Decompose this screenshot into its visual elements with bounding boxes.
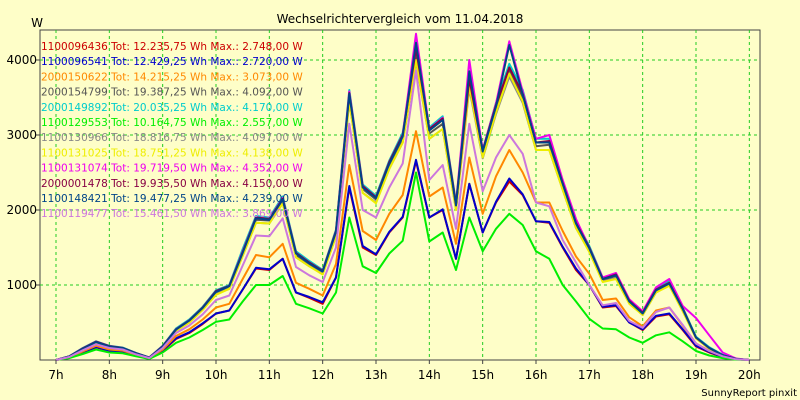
- x-tick-label: 7h: [48, 368, 63, 382]
- plot-area: [39, 29, 761, 361]
- x-tick-label: 8h: [102, 368, 117, 382]
- grid-lines: [40, 30, 760, 360]
- series-line-2000150622: [55, 130, 750, 361]
- legend-item-2000001478: 2000001478 Tot: 19.935,50 Wh Max.: 4.150…: [41, 178, 303, 190]
- x-tick-label: 10h: [205, 368, 228, 382]
- y-tick-label: 2000: [6, 203, 37, 217]
- legend-item-1100129553: 1100129553 Tot: 10.164,75 Wh Max.: 2.557…: [41, 117, 303, 129]
- legend-item-1100131074: 1100131074 Tot: 19.719,50 Wh Max.: 4.352…: [41, 163, 303, 175]
- y-tick-label: 1000: [6, 278, 37, 292]
- chart-title: Wechselrichtervergleich vom 11.04.2018: [277, 12, 524, 26]
- x-tick-label: 13h: [365, 368, 388, 382]
- series-line-1100119477: [55, 69, 750, 361]
- legend-item-2000154799: 2000154799 Tot: 19.387,25 Wh Max.: 4.092…: [41, 87, 303, 99]
- x-tick-label: 19h: [685, 368, 708, 382]
- series-line-1100129553: [55, 171, 750, 361]
- x-tick-label: 12h: [311, 368, 334, 382]
- series-line-1100096541: [55, 158, 750, 361]
- legend-item-1100096436: 1100096436 Tot: 12.235,75 Wh Max.: 2.748…: [41, 41, 303, 53]
- legend-item-1100148421: 1100148421 Tot: 19.477,25 Wh Max.: 4.239…: [41, 193, 303, 205]
- footer-credit: SunnyReport pinxit: [701, 388, 797, 399]
- legend-item-2000149892: 2000149892 Tot: 20.035,25 Wh Max.: 4.170…: [41, 102, 303, 114]
- legend-item-1100096541: 1100096541 Tot: 12.429,25 Wh Max.: 2.720…: [41, 56, 303, 68]
- axis-ticks: 7h 8h 9h 10h 11h 12h 13h 14h 15h 16h 17h 18h 19h 20h 1…: [6, 53, 760, 382]
- x-tick-label: 11h: [258, 368, 281, 382]
- x-tick-label: 18h: [631, 368, 654, 382]
- x-tick-label: 14h: [418, 368, 441, 382]
- legend: 1100096436 Tot: 12.235,75 Wh Max.: 2.748…: [41, 41, 303, 220]
- legend-item-1100119477: 1100119477 Tot: 15.461,50 Wh Max.: 3.869…: [41, 208, 303, 220]
- series-line-1100148421: [55, 41, 750, 361]
- x-tick-label: 17h: [578, 368, 601, 382]
- y-axis-unit: W: [31, 16, 43, 30]
- legend-item-1100130966: 1100130966 Tot: 18.816,75 Wh Max.: 4.097…: [41, 132, 303, 144]
- legend-item-1100131025: 1100131025 Tot: 18.751,25 Wh Max.: 4.138…: [41, 147, 303, 159]
- x-tick-label: 15h: [471, 368, 494, 382]
- series-lines: [55, 32, 750, 361]
- legend-item-2000150622: 2000150622 Tot: 14.215,25 Wh Max.: 3.073…: [41, 71, 303, 83]
- x-tick-label: 20h: [738, 368, 761, 382]
- y-tick-label: 4000: [6, 53, 37, 67]
- y-tick-label: 3000: [6, 128, 37, 142]
- x-tick-label: 16h: [525, 368, 548, 382]
- x-tick-label: 9h: [155, 368, 170, 382]
